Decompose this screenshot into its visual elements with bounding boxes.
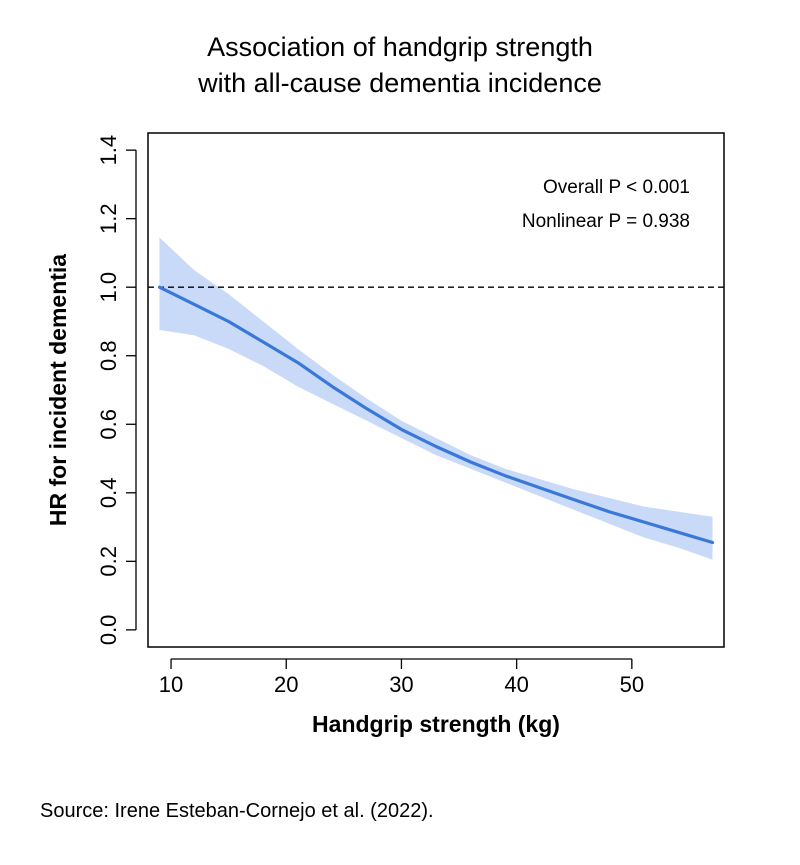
y-tick-label: 0.0 (96, 615, 121, 646)
chart-canvas: 10 20 30 40 50 0.0 0.2 0.4 0.6 0.8 1.0 1.2 1.4 Overa… (45, 132, 725, 737)
x-tick-label: 50 (620, 672, 644, 697)
confidence-band (159, 237, 713, 560)
y-tick-label: 1.4 (96, 135, 121, 166)
y-tick-label: 0.2 (96, 546, 121, 577)
x-axis-label: Handgrip strength (kg) (312, 711, 560, 737)
chart-title-line-2: with all-cause dementia incidence (198, 68, 602, 98)
chart-title-line-1: Association of handgrip strength (207, 32, 593, 62)
x-tick-label: 30 (389, 672, 413, 697)
y-tick-label: 1.0 (96, 272, 121, 303)
annotation-nonlinear-p: Nonlinear P = 0.938 (522, 211, 690, 232)
x-tick-label: 20 (274, 672, 298, 697)
y-tick-label: 0.8 (96, 340, 121, 371)
y-tick-label: 0.6 (96, 409, 121, 440)
plot-area-frame (147, 132, 725, 648)
y-tick-label: 1.2 (96, 203, 121, 234)
x-tick-label: 10 (159, 672, 183, 697)
y-axis-label: HR for incident dementia (45, 254, 71, 526)
hr-curve (157, 285, 715, 545)
source-note: Source: Irene Esteban-Cornejo et al. (20… (40, 800, 434, 822)
x-tick-label: 40 (504, 672, 528, 697)
y-tick-label: 0.4 (96, 478, 121, 509)
annotation-overall-p: Overall P < 0.001 (543, 177, 690, 198)
